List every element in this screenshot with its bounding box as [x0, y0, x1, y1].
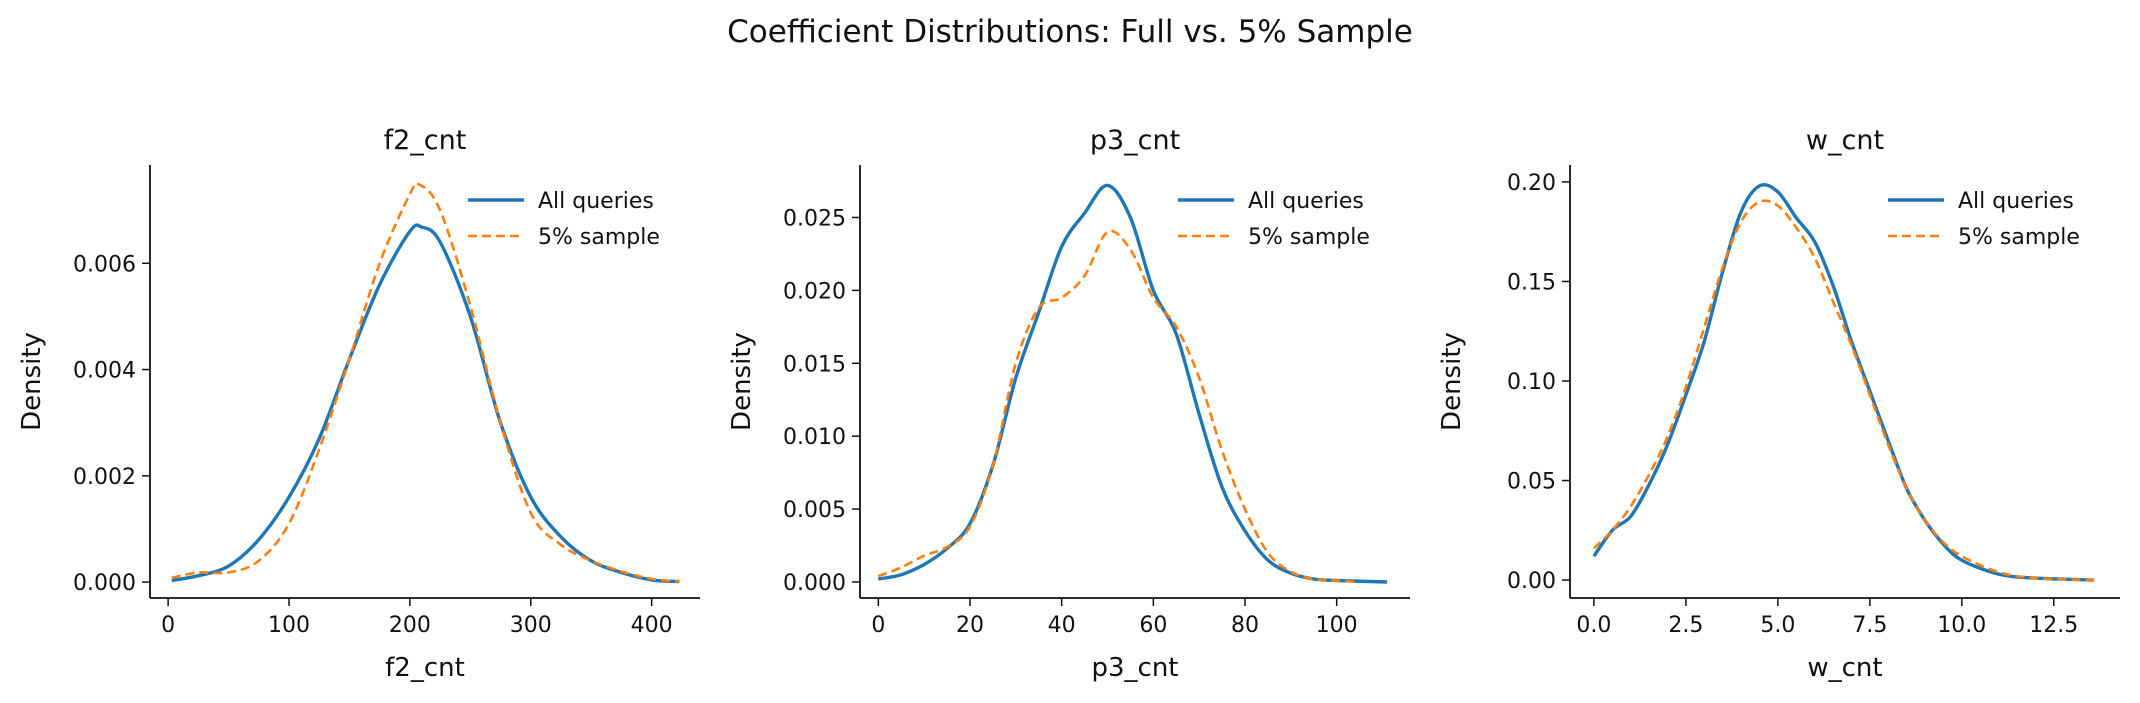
panel-2-title: p3_cnt: [1090, 125, 1180, 156]
panel-2-ytick-label: 0.010: [783, 425, 846, 450]
panel-3-xtick-label: 12.5: [2029, 613, 2078, 638]
panel-1-xlabel: f2_cnt: [385, 653, 465, 683]
panel-1-legend-label: 5% sample: [538, 225, 660, 250]
panel-2-ytick-label: 0.005: [783, 498, 846, 523]
panel-3-line-all-queries: [1592, 183, 2095, 582]
panel-2-ytick-label: 0.025: [783, 206, 846, 231]
panel-3-ylabel: Density: [1437, 332, 1467, 431]
panel-3-xtick-label: 0.0: [1576, 613, 1611, 638]
panel-3-xtick-label: 7.5: [1852, 613, 1887, 638]
panel-3-ytick-label: 0.15: [1507, 270, 1556, 295]
panel-2-xtick-label: 60: [1139, 613, 1167, 638]
panel-1-xtick-label: 0: [161, 613, 175, 638]
panel-1-xtick-label: 300: [510, 613, 552, 638]
panel-1-line-all-queries: [171, 223, 680, 584]
panel-2-legend-label: 5% sample: [1248, 225, 1370, 250]
panel-3-legend-label: 5% sample: [1958, 225, 2080, 250]
panel-3-xlabel: w_cnt: [1807, 653, 1882, 683]
panel-3-xtick-label: 10.0: [1937, 613, 1986, 638]
panel-3-xtick-label: 2.5: [1668, 613, 1703, 638]
panel-2-ylabel: Density: [727, 332, 757, 431]
panel-3-title: w_cnt: [1806, 125, 1884, 156]
panel-2-ytick-label: 0.020: [783, 279, 846, 304]
panel-3-ytick-label: 0.20: [1507, 171, 1556, 196]
panel-3-ytick-label: 0.05: [1507, 470, 1556, 495]
panel-1-ytick-label: 0.006: [73, 252, 136, 277]
panel-1-ylabel: Density: [17, 332, 47, 431]
panel-2-ytick-label: 0.000: [783, 571, 846, 596]
panel-1-ytick-label: 0.002: [73, 465, 136, 490]
panel-2-ytick-label: 0.015: [783, 352, 846, 377]
panel-2-legend-label: All queries: [1248, 189, 1364, 214]
panel-2-xlabel: p3_cnt: [1091, 653, 1178, 683]
panel-3-ytick-label: 0.10: [1507, 370, 1556, 395]
panel-3-xtick-label: 5.0: [1760, 613, 1795, 638]
panel-1-line-sample: [171, 181, 680, 583]
panel-3-legend-label: All queries: [1958, 189, 2074, 214]
panel-2-xtick-label: 20: [956, 613, 984, 638]
panel-2-xtick-label: 80: [1231, 613, 1259, 638]
panel-3-ytick-label: 0.00: [1507, 569, 1556, 594]
figure-title: Coefficient Distributions: Full vs. 5% S…: [727, 14, 1413, 50]
panel-1-xtick-label: 100: [268, 613, 310, 638]
panel-2-xtick-label: 0: [871, 613, 885, 638]
panel-2-xtick-label: 40: [1048, 613, 1076, 638]
panel-2-xtick-label: 100: [1316, 613, 1358, 638]
panel-2-line-sample: [877, 229, 1360, 584]
panel-1-title: f2_cnt: [384, 125, 467, 156]
panel-1-ytick-label: 0.004: [73, 359, 136, 384]
panel-1-xtick-label: 400: [631, 613, 673, 638]
panel-2-line-all-queries: [878, 183, 1388, 584]
panel-1-legend-label: All queries: [538, 189, 654, 214]
panel-1-xtick-label: 200: [389, 613, 431, 638]
panel-1-ytick-label: 0.000: [73, 571, 136, 596]
panel-3-line-sample: [1592, 199, 2095, 582]
